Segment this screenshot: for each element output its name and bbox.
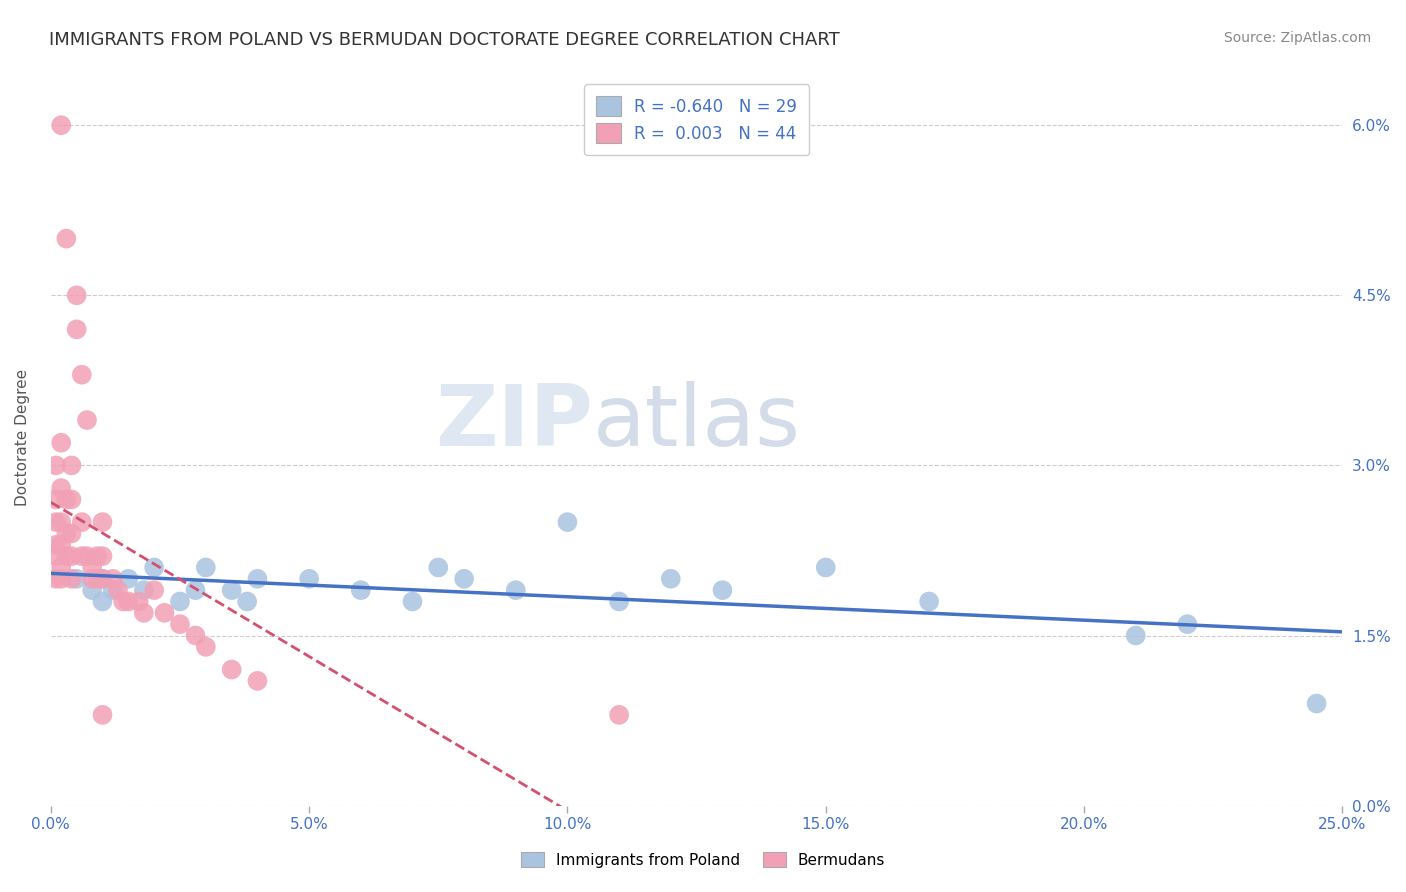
Point bbox=[55, 232, 77, 246]
Point bbox=[45, 538, 67, 552]
Point bbox=[607, 707, 630, 722]
Point bbox=[60, 549, 83, 563]
Point bbox=[505, 583, 527, 598]
Point bbox=[51, 560, 73, 574]
Point bbox=[153, 606, 176, 620]
Text: IMMIGRANTS FROM POLAND VS BERMUDAN DOCTORATE DEGREE CORRELATION CHART: IMMIGRANTS FROM POLAND VS BERMUDAN DOCTO… bbox=[49, 31, 839, 49]
Point bbox=[66, 322, 89, 336]
Point bbox=[1305, 697, 1327, 711]
Point bbox=[60, 492, 83, 507]
Point bbox=[86, 572, 108, 586]
Point bbox=[55, 526, 77, 541]
Point bbox=[557, 515, 579, 529]
Point bbox=[350, 583, 373, 598]
Y-axis label: Doctorate Degree: Doctorate Degree bbox=[15, 368, 30, 506]
Point bbox=[51, 481, 73, 495]
Point bbox=[246, 572, 269, 586]
Point bbox=[45, 515, 67, 529]
Point bbox=[55, 549, 77, 563]
Point bbox=[401, 594, 423, 608]
Point bbox=[132, 583, 155, 598]
Point bbox=[70, 368, 93, 382]
Point bbox=[70, 549, 93, 563]
Point bbox=[117, 572, 139, 586]
Point bbox=[76, 413, 98, 427]
Point bbox=[221, 583, 243, 598]
Point bbox=[1125, 628, 1147, 642]
Point bbox=[107, 583, 129, 598]
Point bbox=[51, 515, 73, 529]
Point bbox=[91, 515, 114, 529]
Point bbox=[194, 640, 217, 654]
Point bbox=[236, 594, 259, 608]
Text: ZIP: ZIP bbox=[436, 381, 593, 464]
Point bbox=[60, 526, 83, 541]
Point bbox=[82, 572, 104, 586]
Point bbox=[66, 288, 89, 302]
Point bbox=[91, 572, 114, 586]
Point bbox=[91, 549, 114, 563]
Point bbox=[132, 606, 155, 620]
Point bbox=[51, 538, 73, 552]
Text: atlas: atlas bbox=[593, 381, 801, 464]
Point bbox=[66, 572, 89, 586]
Point bbox=[814, 560, 837, 574]
Point bbox=[221, 663, 243, 677]
Point bbox=[91, 594, 114, 608]
Point bbox=[82, 560, 104, 574]
Legend: R = -0.640   N = 29, R =  0.003   N = 44: R = -0.640 N = 29, R = 0.003 N = 44 bbox=[585, 84, 808, 155]
Point bbox=[60, 572, 83, 586]
Text: Source: ZipAtlas.com: Source: ZipAtlas.com bbox=[1223, 31, 1371, 45]
Point bbox=[101, 572, 124, 586]
Point bbox=[86, 549, 108, 563]
Point bbox=[82, 583, 104, 598]
Point bbox=[298, 572, 321, 586]
Point bbox=[45, 572, 67, 586]
Point bbox=[51, 435, 73, 450]
Point bbox=[51, 572, 73, 586]
Point bbox=[128, 594, 150, 608]
Point bbox=[112, 594, 135, 608]
Point bbox=[76, 549, 98, 563]
Point bbox=[70, 515, 93, 529]
Point bbox=[184, 628, 207, 642]
Point bbox=[60, 458, 83, 473]
Point bbox=[45, 549, 67, 563]
Point bbox=[246, 673, 269, 688]
Point bbox=[194, 560, 217, 574]
Point bbox=[169, 594, 191, 608]
Point bbox=[117, 594, 139, 608]
Point bbox=[45, 492, 67, 507]
Point bbox=[55, 492, 77, 507]
Point bbox=[711, 583, 734, 598]
Point bbox=[91, 572, 114, 586]
Point bbox=[453, 572, 475, 586]
Point bbox=[1177, 617, 1199, 632]
Point bbox=[143, 560, 166, 574]
Point bbox=[169, 617, 191, 632]
Point bbox=[45, 458, 67, 473]
Point bbox=[51, 118, 73, 132]
Point bbox=[427, 560, 450, 574]
Point bbox=[91, 707, 114, 722]
Point bbox=[143, 583, 166, 598]
Point bbox=[607, 594, 630, 608]
Legend: Immigrants from Poland, Bermudans: Immigrants from Poland, Bermudans bbox=[513, 844, 893, 875]
Point bbox=[101, 583, 124, 598]
Point bbox=[659, 572, 682, 586]
Point bbox=[184, 583, 207, 598]
Point bbox=[918, 594, 941, 608]
